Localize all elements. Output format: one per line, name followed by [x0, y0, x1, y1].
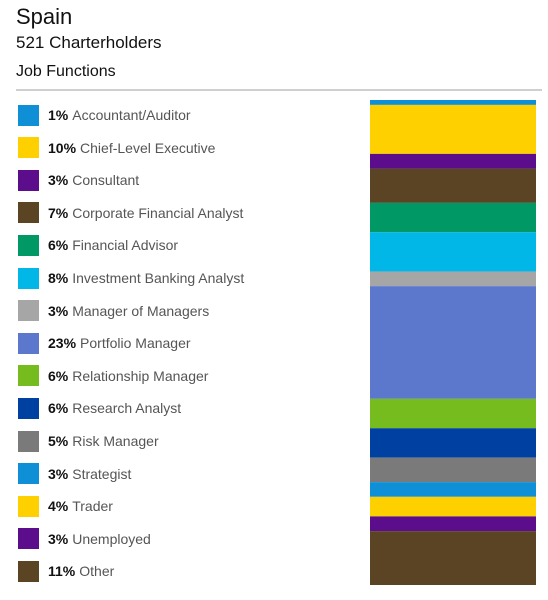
legend-swatch — [18, 463, 39, 485]
legend-label: Risk Manager — [72, 433, 159, 449]
legend-swatch — [18, 267, 39, 289]
legend-label: Research Analyst — [72, 400, 182, 417]
bar-segment-risk-manager — [370, 457, 536, 483]
bar-segment-accountant-auditor — [370, 100, 536, 105]
legend-label: Manager of Managers — [72, 302, 210, 319]
legend-swatch — [18, 560, 39, 582]
legend-swatch — [18, 332, 39, 354]
legend-label: Portfolio Manager — [80, 335, 191, 352]
bar-segment-chief-level-executive — [370, 104, 536, 154]
legend-item: 3% Consultant — [18, 168, 139, 192]
bar-segment-research-analyst — [370, 428, 536, 458]
page-subtitle: 521 Charterholders — [16, 33, 162, 52]
legend-percent: 7% — [48, 204, 69, 221]
legend-swatch — [18, 430, 39, 452]
legend-percent: 3% — [48, 530, 69, 547]
legend-item: 3% Strategist — [18, 462, 131, 486]
stacked-bar-chart — [370, 100, 536, 585]
legend-percent: 5% — [48, 433, 69, 449]
legend-item: 5% Risk Manager — [18, 429, 159, 453]
legend-percent: 6% — [48, 237, 69, 254]
legend-percent: 10% — [48, 139, 77, 156]
bar-segment-strategist — [370, 482, 536, 497]
bar-segment-manager-of-managers — [370, 271, 536, 287]
legend-swatch — [18, 397, 39, 419]
legend-label: Financial Advisor — [72, 237, 179, 254]
legend-label: Unemployed — [72, 530, 151, 547]
legend-swatch — [18, 495, 39, 517]
legend-label: Corporate Financial Analyst — [72, 204, 244, 221]
legend-item: 7% Corporate Financial Analyst — [18, 201, 243, 225]
legend-label: Other — [79, 563, 115, 580]
bar-segment-financial-advisor — [370, 202, 536, 233]
legend-percent: 1% — [48, 107, 69, 123]
legend-swatch — [18, 137, 39, 159]
legend-swatch — [18, 169, 39, 191]
legend-swatch — [18, 300, 39, 322]
bar-segment-trader — [370, 496, 536, 517]
legend-percent: 3% — [48, 302, 69, 319]
legend-swatch — [18, 234, 39, 256]
legend-item: 6% Research Analyst — [18, 396, 181, 420]
bar-segment-corporate-financial-analyst — [370, 168, 536, 203]
legend-percent: 3% — [48, 465, 69, 482]
legend-percent: 11% — [48, 563, 76, 580]
bar-segment-other — [370, 531, 536, 585]
legend-label: Accountant/Auditor — [72, 107, 191, 123]
section-divider — [16, 89, 542, 91]
legend-label: Trader — [72, 498, 113, 515]
legend-item: 23% Portfolio Manager — [18, 331, 191, 355]
page-title: Spain — [16, 4, 73, 29]
legend-percent: 3% — [48, 172, 69, 189]
bar-segment-consultant — [370, 153, 536, 169]
legend-swatch — [18, 528, 39, 550]
legend-item: 3% Unemployed — [18, 527, 151, 551]
legend-swatch — [18, 104, 39, 126]
legend-label: Strategist — [72, 465, 132, 482]
legend-percent: 8% — [48, 270, 69, 286]
legend-item: 8% Investment Banking Analyst — [18, 266, 244, 290]
legend-percent: 23% — [48, 335, 77, 352]
legend-item: 6% Financial Advisor — [18, 233, 178, 257]
section-title: Job Functions — [16, 63, 116, 80]
legend-item: 4% Trader — [18, 494, 113, 518]
bar-segment-investment-banking-analyst — [370, 232, 536, 272]
legend-item: 11% Other — [18, 559, 114, 583]
legend-label: Chief-Level Executive — [80, 139, 216, 156]
legend-label: Investment Banking Analyst — [72, 270, 245, 286]
legend-percent: 4% — [48, 498, 69, 515]
bar-segment-portfolio-manager — [370, 286, 536, 399]
legend-item: 1% Accountant/Auditor — [18, 103, 191, 127]
legend-swatch — [18, 365, 39, 387]
legend-swatch — [18, 202, 39, 224]
legend-item: 6% Relationship Manager — [18, 364, 208, 388]
legend-item: 3% Manager of Managers — [18, 299, 209, 323]
legend-item: 10% Chief-Level Executive — [18, 136, 215, 160]
legend-percent: 6% — [48, 367, 69, 384]
bar-segment-unemployed — [370, 516, 536, 532]
bar-segment-relationship-manager — [370, 398, 536, 429]
legend-percent: 6% — [48, 400, 69, 417]
legend-label: Relationship Manager — [72, 367, 209, 384]
legend-label: Consultant — [72, 172, 140, 189]
